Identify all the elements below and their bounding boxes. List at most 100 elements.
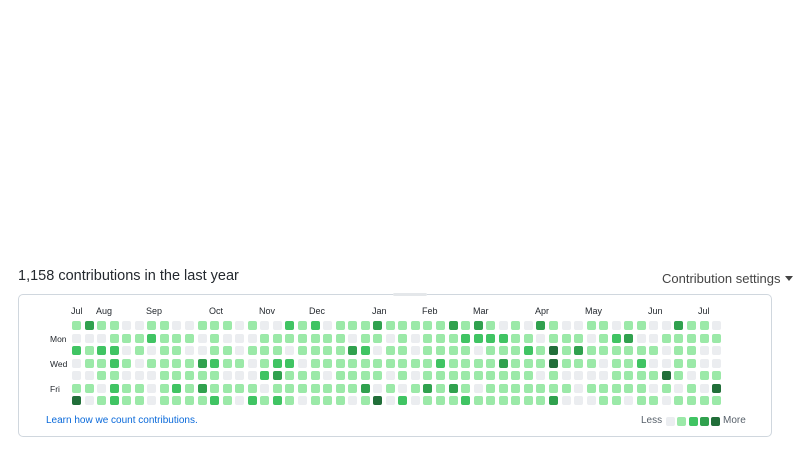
contribution-day-cell[interactable] (699, 396, 709, 406)
contribution-day-cell[interactable] (109, 371, 119, 381)
contribution-day-cell[interactable] (498, 371, 508, 381)
contribution-day-cell[interactable] (511, 346, 521, 356)
contribution-day-cell[interactable] (285, 383, 295, 393)
contribution-day-cell[interactable] (423, 321, 433, 330)
contribution-day-cell[interactable] (636, 383, 646, 393)
contribution-day-cell[interactable] (235, 346, 245, 356)
contribution-day-cell[interactable] (536, 396, 546, 406)
contribution-day-cell[interactable] (222, 396, 232, 406)
contribution-day-cell[interactable] (84, 358, 94, 368)
contribution-day-cell[interactable] (210, 346, 220, 356)
contribution-day-cell[interactable] (109, 358, 119, 368)
contribution-day-cell[interactable] (511, 383, 521, 393)
learn-how-we-count-link[interactable]: Learn how we count contributions. (46, 415, 198, 426)
contribution-day-cell[interactable] (687, 346, 696, 356)
contribution-day-cell[interactable] (486, 383, 496, 393)
contribution-day-cell[interactable] (687, 396, 696, 406)
contribution-day-cell[interactable] (561, 358, 571, 368)
contribution-day-cell[interactable] (323, 333, 332, 343)
contribution-day-cell[interactable] (235, 333, 245, 343)
contribution-day-cell[interactable] (574, 383, 583, 393)
contribution-day-cell[interactable] (611, 383, 621, 393)
contribution-day-cell[interactable] (348, 371, 358, 381)
contribution-day-cell[interactable] (611, 346, 621, 356)
contribution-day-cell[interactable] (97, 321, 107, 330)
contribution-day-cell[interactable] (712, 371, 722, 381)
contribution-day-cell[interactable] (360, 358, 370, 368)
contribution-day-cell[interactable] (649, 333, 659, 343)
contribution-day-cell[interactable] (84, 321, 94, 330)
contribution-day-cell[interactable] (536, 333, 546, 343)
contribution-day-cell[interactable] (247, 346, 257, 356)
contribution-day-cell[interactable] (486, 358, 496, 368)
contribution-day-cell[interactable] (159, 396, 169, 406)
contribution-day-cell[interactable] (235, 371, 245, 381)
contribution-day-cell[interactable] (134, 358, 144, 368)
contribution-day-cell[interactable] (272, 346, 282, 356)
contribution-day-cell[interactable] (184, 321, 194, 330)
contribution-day-cell[interactable] (184, 396, 194, 406)
contribution-day-cell[interactable] (260, 321, 270, 330)
contribution-day-cell[interactable] (172, 346, 182, 356)
contribution-day-cell[interactable] (197, 371, 207, 381)
contribution-day-cell[interactable] (687, 333, 696, 343)
contribution-day-cell[interactable] (310, 396, 320, 406)
contribution-day-cell[interactable] (72, 383, 81, 393)
contribution-day-cell[interactable] (548, 358, 558, 368)
contribution-day-cell[interactable] (272, 371, 282, 381)
contribution-day-cell[interactable] (574, 321, 583, 330)
contribution-day-cell[interactable] (348, 396, 358, 406)
contribution-day-cell[interactable] (574, 358, 583, 368)
contribution-day-cell[interactable] (448, 358, 458, 368)
contribution-day-cell[interactable] (523, 346, 533, 356)
contribution-day-cell[interactable] (410, 396, 420, 406)
contribution-day-cell[interactable] (385, 346, 395, 356)
contribution-day-cell[interactable] (410, 383, 420, 393)
contribution-day-cell[interactable] (436, 371, 445, 381)
contribution-day-cell[interactable] (235, 396, 245, 406)
contribution-day-cell[interactable] (272, 321, 282, 330)
contribution-day-cell[interactable] (561, 321, 571, 330)
contribution-day-cell[interactable] (599, 371, 609, 381)
contribution-day-cell[interactable] (699, 333, 709, 343)
contribution-day-cell[interactable] (310, 333, 320, 343)
contribution-day-cell[interactable] (574, 346, 583, 356)
contribution-day-cell[interactable] (410, 371, 420, 381)
contribution-day-cell[interactable] (260, 346, 270, 356)
contribution-day-cell[interactable] (272, 396, 282, 406)
contribution-day-cell[interactable] (687, 321, 696, 330)
contribution-day-cell[interactable] (473, 346, 483, 356)
contribution-day-cell[interactable] (661, 346, 671, 356)
contribution-day-cell[interactable] (197, 358, 207, 368)
contribution-day-cell[interactable] (323, 383, 332, 393)
contribution-day-cell[interactable] (448, 346, 458, 356)
contribution-day-cell[interactable] (523, 333, 533, 343)
contribution-day-cell[interactable] (97, 346, 107, 356)
contribution-day-cell[interactable] (448, 321, 458, 330)
contribution-day-cell[interactable] (624, 346, 634, 356)
contribution-day-cell[interactable] (335, 358, 345, 368)
contribution-day-cell[interactable] (461, 346, 471, 356)
contribution-day-cell[interactable] (285, 371, 295, 381)
contribution-day-cell[interactable] (172, 396, 182, 406)
contribution-day-cell[interactable] (385, 371, 395, 381)
contribution-day-cell[interactable] (498, 333, 508, 343)
contribution-day-cell[interactable] (661, 396, 671, 406)
contribution-day-cell[interactable] (348, 358, 358, 368)
contribution-day-cell[interactable] (536, 346, 546, 356)
contribution-day-cell[interactable] (461, 383, 471, 393)
contribution-day-cell[interactable] (134, 371, 144, 381)
contribution-day-cell[interactable] (436, 333, 445, 343)
contribution-day-cell[interactable] (373, 371, 383, 381)
contribution-day-cell[interactable] (260, 371, 270, 381)
contribution-day-cell[interactable] (548, 346, 558, 356)
contribution-day-cell[interactable] (210, 321, 220, 330)
contribution-day-cell[interactable] (184, 371, 194, 381)
contribution-day-cell[interactable] (297, 321, 307, 330)
contribution-day-cell[interactable] (335, 396, 345, 406)
contribution-day-cell[interactable] (385, 383, 395, 393)
contribution-day-cell[interactable] (674, 371, 684, 381)
contribution-day-cell[interactable] (523, 358, 533, 368)
contribution-day-cell[interactable] (436, 396, 445, 406)
contribution-day-cell[interactable] (360, 346, 370, 356)
